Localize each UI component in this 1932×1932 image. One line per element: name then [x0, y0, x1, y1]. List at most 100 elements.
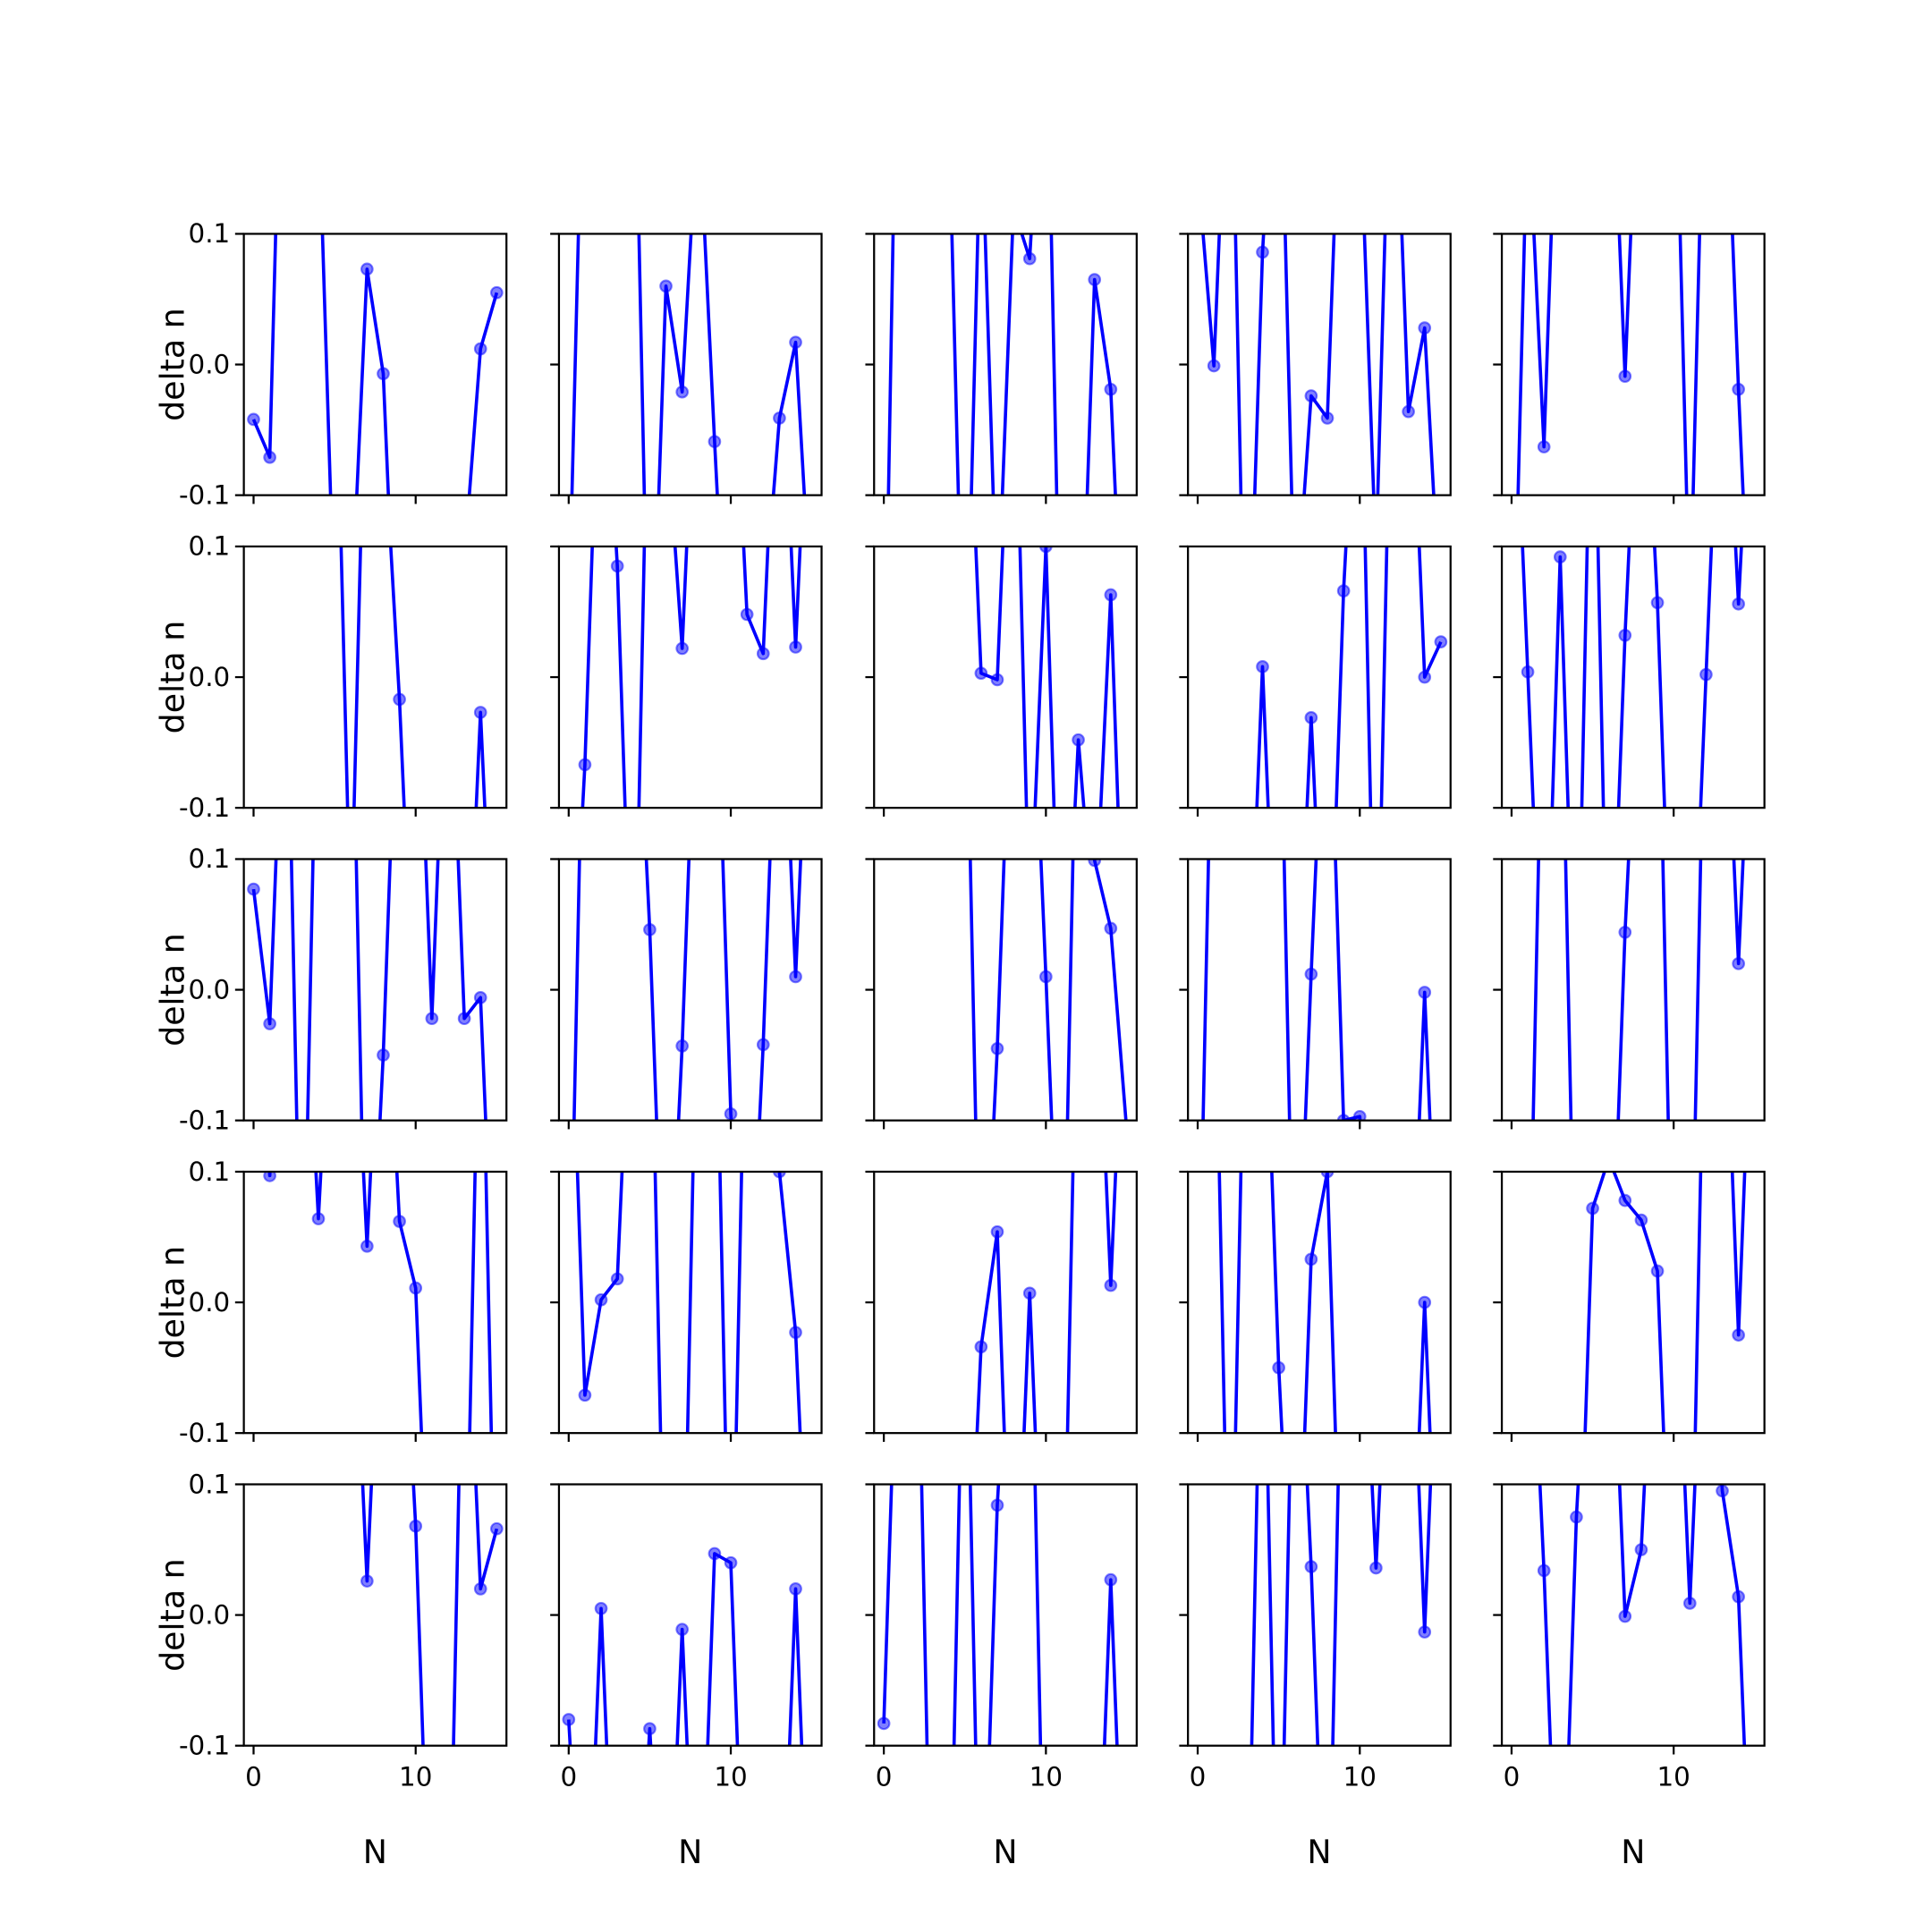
axes-frame [557, 1483, 823, 1747]
subplot: -0.1 0.0 0.1 delta n [154, 531, 508, 823]
subplot: 0 10 N [865, 1483, 1138, 1871]
plot-area [1537, 1484, 1747, 1746]
data-line [251, 859, 487, 1121]
axes-frame [1187, 1483, 1452, 1747]
data-point [490, 1521, 504, 1536]
data-point [578, 758, 592, 772]
plot-area [572, 859, 802, 1121]
data-point [594, 1292, 608, 1307]
data-point [724, 1107, 738, 1121]
plot-area [263, 1171, 494, 1434]
x-axis-label: N [678, 1833, 702, 1871]
plot-area [1516, 233, 1746, 496]
y-tick-label: -0.1 [179, 1418, 230, 1448]
x-axis-label: N [363, 1833, 387, 1871]
data-point [724, 1555, 738, 1570]
plot-area [339, 546, 487, 809]
data-point [1732, 957, 1746, 970]
y-tick-label: 0.1 [189, 843, 231, 874]
subplot: -0.1 0.0 0.1 delta n [154, 843, 508, 1135]
data-line [1521, 546, 1743, 809]
data-point [425, 1012, 439, 1026]
axes-frame [1500, 858, 1766, 1122]
data-point [1256, 245, 1269, 259]
data-line [570, 233, 807, 496]
data-line [251, 233, 499, 496]
data-point [1618, 628, 1632, 642]
data-point [643, 923, 657, 936]
data-point [1104, 1278, 1118, 1292]
plot-area [247, 859, 487, 1121]
data-line [1250, 1484, 1433, 1746]
data-point [1732, 1589, 1746, 1604]
data-point [263, 450, 276, 464]
data-point [974, 666, 988, 681]
data-point [1618, 925, 1632, 939]
data-point [1336, 584, 1351, 597]
data-point [1716, 1484, 1729, 1498]
x-tick-label: 10 [714, 1761, 747, 1792]
data-point [1732, 382, 1746, 396]
axes-frame [242, 233, 508, 496]
axes-frame [873, 1170, 1138, 1435]
data-point [789, 640, 802, 654]
axes-frame [242, 1170, 508, 1435]
data-point [1650, 1264, 1665, 1278]
axes-frame [1187, 1170, 1452, 1435]
plot-area [570, 233, 807, 496]
data-point [974, 1340, 988, 1354]
data-point [990, 1224, 1004, 1239]
data-line [1201, 859, 1432, 1121]
data-point [360, 1239, 374, 1253]
data-point [659, 279, 673, 293]
data-point [393, 692, 406, 707]
data-line [975, 1171, 1118, 1434]
plot-area [1531, 859, 1746, 1121]
y-tick-label: 0.1 [189, 531, 231, 562]
axes-frame [557, 858, 823, 1122]
subplot [550, 1170, 823, 1442]
data-point [1418, 321, 1432, 335]
x-tick-label: 0 [1504, 1761, 1521, 1792]
subplot [1493, 545, 1766, 817]
subplot: -0.1 0.0 0.1 0 10 delta n N [154, 1469, 508, 1871]
plot-area [1521, 546, 1746, 809]
axes-frame [1187, 858, 1452, 1122]
data-point [377, 1048, 390, 1062]
data-line [1255, 546, 1443, 809]
data-point [675, 385, 690, 399]
data-point [473, 1582, 487, 1596]
data-point [990, 673, 1004, 687]
data-point [1537, 440, 1551, 453]
x-tick-label: 0 [560, 1761, 577, 1792]
subplot [1179, 1170, 1452, 1442]
data-point [789, 1326, 802, 1340]
axes-frame [873, 545, 1138, 809]
x-axis-label: N [1621, 1833, 1645, 1871]
plot-area [1201, 859, 1432, 1121]
data-point [675, 1623, 690, 1637]
data-point [409, 1281, 423, 1295]
y-axis-label: delta n [154, 1246, 192, 1360]
data-point [360, 262, 374, 276]
y-axis-label: delta n [154, 1558, 192, 1672]
data-line [1217, 1171, 1432, 1434]
data-point [1537, 1563, 1551, 1578]
data-point [1586, 1201, 1599, 1216]
data-point [409, 1519, 423, 1533]
data-line [1583, 1171, 1747, 1434]
data-point [1634, 1213, 1648, 1227]
data-point [990, 1498, 1004, 1513]
data-point [877, 1716, 891, 1731]
x-tick-label: 0 [876, 1761, 893, 1792]
plot-area [968, 859, 1128, 1121]
data-point [773, 411, 786, 425]
data-line [882, 1484, 1119, 1746]
data-point [708, 1546, 722, 1561]
subplot: -0.1 0.0 0.1 delta n [154, 1157, 508, 1448]
x-tick-label: 10 [399, 1761, 432, 1792]
subplot [1179, 858, 1452, 1130]
subplot [550, 858, 823, 1130]
data-point [562, 1713, 576, 1726]
data-point [247, 882, 260, 896]
